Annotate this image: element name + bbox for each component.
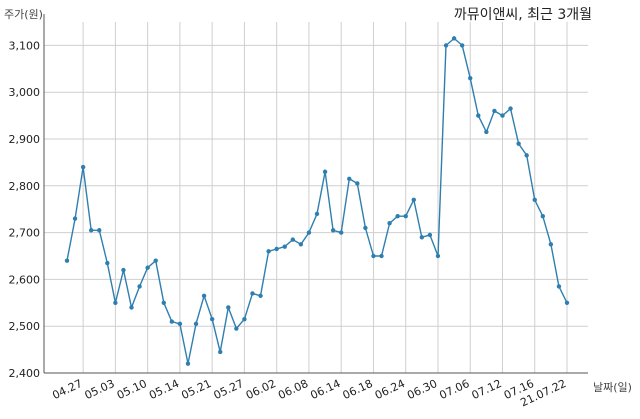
data-point	[387, 221, 392, 226]
data-point	[355, 181, 360, 186]
data-point	[80, 164, 86, 170]
data-point	[500, 113, 505, 118]
x-tick-label: 05.03	[83, 377, 117, 402]
data-point	[338, 230, 344, 235]
data-point	[177, 321, 183, 327]
data-point	[266, 249, 271, 254]
y-axis-title: 주가(원)	[4, 8, 43, 21]
data-point	[379, 253, 384, 259]
data-point	[564, 300, 570, 305]
data-point	[129, 305, 134, 310]
x-tick-label: 06.18	[341, 377, 375, 402]
x-tick-label: 06.24	[373, 377, 407, 402]
x-tick-label: 05.10	[115, 377, 149, 402]
data-point	[314, 211, 320, 217]
data-point	[347, 176, 352, 181]
data-point	[250, 291, 255, 296]
y-tick-label: 3,100	[9, 39, 41, 52]
x-tick-label: 06.14	[308, 377, 342, 402]
x-tick-label: 06.30	[405, 377, 439, 402]
data-point	[298, 242, 304, 247]
data-point	[209, 316, 215, 322]
data-point	[443, 43, 449, 48]
y-tick-label: 2,600	[9, 273, 41, 286]
data-point	[419, 235, 425, 240]
data-point	[145, 265, 150, 270]
data-point	[97, 228, 102, 233]
x-axis-title: 날짜(일)	[593, 381, 632, 394]
data-point	[169, 319, 175, 324]
data-point	[201, 293, 207, 298]
data-point	[113, 300, 118, 305]
data-point	[556, 284, 562, 289]
x-tick-label: 06.08	[276, 377, 310, 402]
data-point	[524, 153, 529, 158]
data-point	[121, 267, 126, 273]
data-point	[234, 326, 239, 331]
x-tick-label: 04.27	[50, 377, 84, 402]
data-point	[548, 242, 554, 247]
data-point	[105, 260, 110, 266]
y-tick-label: 2,400	[9, 367, 41, 380]
data-point	[88, 228, 94, 233]
data-point	[395, 214, 400, 219]
chart-title: 까뮤이앤씨, 최근 3개월	[453, 7, 592, 23]
data-point	[435, 253, 441, 259]
x-tick-label: 05.27	[212, 377, 246, 402]
data-point	[242, 316, 247, 322]
data-point	[290, 237, 296, 242]
data-point	[532, 197, 537, 203]
data-point	[330, 228, 336, 233]
x-tick-label: 07.12	[470, 377, 504, 402]
data-point	[274, 246, 279, 252]
data-point	[403, 214, 408, 219]
x-tick-label: 06.02	[244, 377, 278, 402]
data-point	[411, 197, 416, 203]
y-tick-label: 2,500	[9, 320, 41, 333]
data-point	[427, 232, 433, 238]
data-point	[516, 141, 521, 146]
data-point	[540, 214, 546, 219]
data-point	[476, 113, 481, 118]
y-tick-label: 3,000	[9, 86, 41, 99]
data-point	[258, 293, 263, 298]
data-point	[226, 305, 231, 310]
data-point	[468, 75, 473, 81]
y-tick-label: 2,900	[9, 133, 41, 146]
data-point	[508, 106, 513, 111]
price-line	[66, 37, 568, 364]
data-point	[137, 284, 142, 289]
data-point	[371, 253, 376, 259]
y-tick-label: 2,800	[9, 180, 41, 193]
data-point	[185, 361, 191, 366]
data-point	[459, 43, 465, 48]
x-tick-label: 05.14	[147, 377, 181, 402]
data-point	[363, 225, 368, 231]
y-tick-label: 2,700	[9, 227, 41, 240]
data-point	[322, 169, 328, 174]
data-point	[306, 230, 312, 235]
data-point	[153, 258, 158, 263]
data-point	[218, 349, 223, 355]
data-point	[193, 321, 199, 327]
data-point	[492, 108, 497, 114]
data-point	[64, 258, 70, 263]
x-tick-label: 07.06	[437, 377, 471, 402]
data-point	[72, 216, 78, 221]
data-point	[451, 36, 457, 41]
data-point	[282, 244, 287, 249]
data-point	[161, 300, 166, 305]
x-tick-label: 05.21	[179, 377, 213, 402]
data-point	[484, 129, 489, 135]
